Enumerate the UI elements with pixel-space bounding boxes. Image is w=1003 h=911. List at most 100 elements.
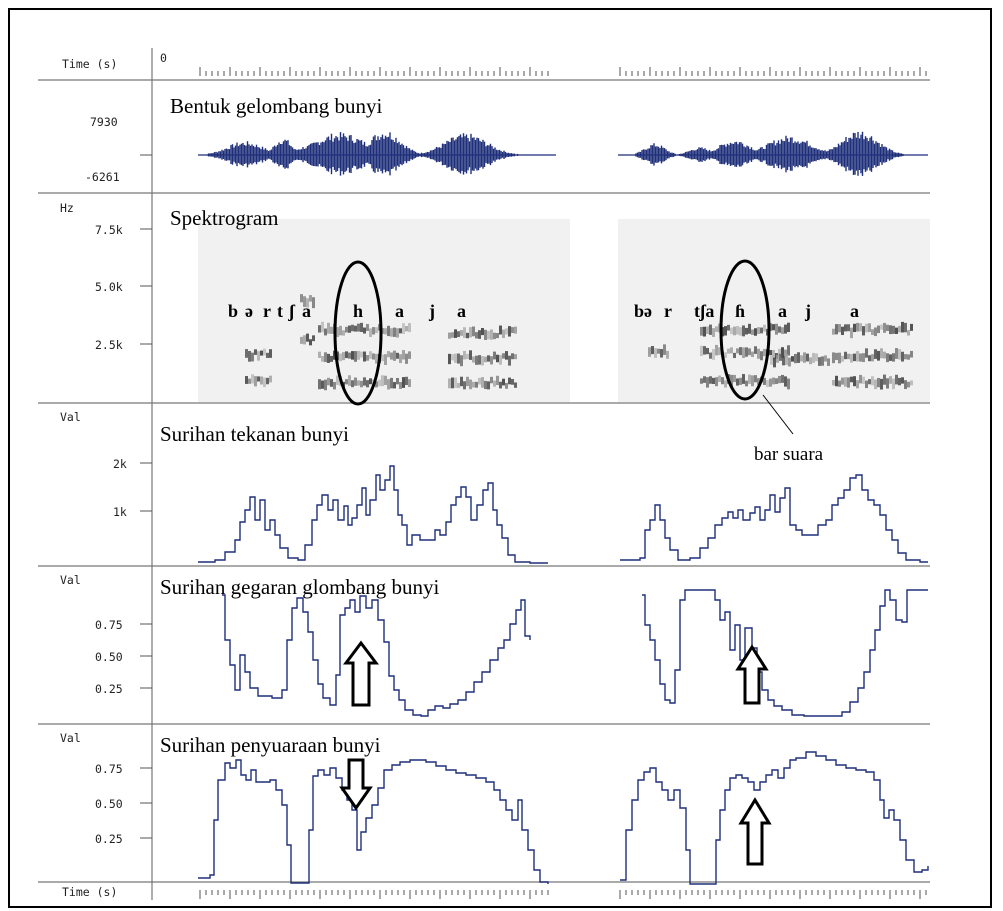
formant-cell bbox=[248, 350, 251, 362]
up-arrow-voicing-right bbox=[738, 797, 772, 866]
formant-cell bbox=[266, 377, 269, 385]
formant-cell bbox=[800, 355, 803, 362]
formant-cell bbox=[856, 380, 859, 389]
highlight-ellipse-left bbox=[333, 260, 383, 406]
formant-cell bbox=[760, 351, 763, 361]
formant-cell bbox=[757, 348, 760, 359]
formant-cell bbox=[339, 353, 342, 362]
formant-cell bbox=[871, 329, 874, 335]
formant-cell bbox=[496, 333, 499, 339]
formant-cell bbox=[493, 351, 496, 360]
formant-cell bbox=[853, 323, 856, 333]
phone-a: a bbox=[302, 301, 311, 321]
formant-cell bbox=[778, 348, 781, 356]
formant-cell bbox=[514, 326, 517, 334]
formant-cell bbox=[390, 328, 393, 337]
formant-cell bbox=[448, 378, 451, 389]
formant-cell bbox=[478, 355, 481, 365]
formant-cell bbox=[841, 326, 844, 336]
formant-cell bbox=[511, 353, 514, 360]
formant-cell bbox=[838, 380, 841, 387]
formant-cell bbox=[254, 349, 257, 355]
formant-cell bbox=[880, 324, 883, 330]
formant-cell bbox=[460, 376, 463, 387]
formant-cell bbox=[724, 380, 727, 388]
formant-cell bbox=[502, 353, 505, 359]
formant-cell bbox=[718, 323, 721, 333]
phone-j-right: j bbox=[804, 301, 811, 321]
formant-cell bbox=[505, 382, 508, 389]
formant-cell bbox=[850, 353, 853, 363]
formant-cell bbox=[399, 354, 402, 364]
formant-cell bbox=[266, 352, 269, 358]
figure-frame bbox=[8, 8, 992, 908]
formant-cell bbox=[859, 353, 862, 362]
val-label-vibration: Val bbox=[60, 573, 81, 587]
formant-cell bbox=[895, 348, 898, 359]
formant-cell bbox=[393, 382, 396, 389]
highlight-ellipse-right bbox=[719, 259, 771, 401]
pressure-trace-right bbox=[620, 474, 928, 563]
time-zero-label: 0 bbox=[160, 51, 167, 65]
formant-cell bbox=[827, 358, 830, 366]
formant-cell bbox=[775, 378, 778, 384]
phone-schwa: ə bbox=[245, 301, 253, 321]
formant-cell bbox=[776, 354, 779, 363]
formant-cell bbox=[880, 378, 883, 390]
formant-cell bbox=[448, 353, 451, 365]
spectro-tick-2500: 2.5k bbox=[95, 338, 123, 352]
phonetic-left: b ə r t ʃ a h a j a bbox=[228, 301, 466, 321]
formant-cell bbox=[381, 328, 384, 334]
formant-cell bbox=[493, 332, 496, 340]
formant-cell bbox=[260, 350, 263, 356]
voicing-tick-075: 0.75 bbox=[95, 762, 123, 776]
formant-cell bbox=[742, 374, 745, 384]
formant-cell bbox=[775, 323, 778, 335]
phone-r-right: r bbox=[664, 301, 672, 321]
down-arrow-left bbox=[339, 758, 373, 811]
formant-cell bbox=[778, 326, 781, 333]
formant-cell bbox=[901, 351, 904, 362]
formant-cell bbox=[505, 328, 508, 335]
formant-cell bbox=[791, 356, 794, 362]
formant-cell bbox=[889, 376, 892, 384]
formant-cell bbox=[868, 355, 871, 362]
formant-cell bbox=[782, 356, 785, 366]
formant-cell bbox=[457, 382, 460, 389]
hz-label: Hz bbox=[60, 201, 74, 215]
up-arrow-right bbox=[735, 644, 769, 705]
formant-cell bbox=[357, 350, 360, 360]
formant-cell bbox=[841, 377, 844, 385]
formant-cell bbox=[754, 375, 757, 383]
formant-cell bbox=[348, 352, 351, 359]
formant-cell bbox=[742, 325, 745, 337]
phone-a-right: a bbox=[778, 301, 787, 321]
formant-cell bbox=[300, 294, 303, 303]
phone-be: bə bbox=[634, 301, 652, 321]
phone-a2: a bbox=[395, 301, 404, 321]
phone-esh: ʃ bbox=[288, 301, 296, 321]
formant-cell bbox=[787, 378, 790, 390]
formant-cell bbox=[736, 348, 739, 354]
formant-cell bbox=[514, 382, 517, 388]
time-label-top: Time (s) bbox=[62, 57, 117, 71]
formant-cell bbox=[372, 353, 375, 360]
voicing-tick-050: 0.50 bbox=[95, 797, 123, 811]
formant-cell bbox=[700, 326, 703, 336]
formant-cell bbox=[889, 354, 892, 361]
formant-cell bbox=[321, 321, 324, 333]
formant-cell bbox=[850, 376, 853, 383]
formant-cell bbox=[901, 377, 904, 384]
val-label-pressure: Val bbox=[60, 410, 81, 424]
formant-cell bbox=[312, 297, 315, 309]
formant-cell bbox=[309, 295, 312, 302]
formant-cell bbox=[904, 354, 907, 360]
formant-cell bbox=[514, 354, 517, 360]
formant-cell bbox=[886, 378, 889, 389]
vibration-trace-right bbox=[642, 589, 928, 717]
vibration-trace-left bbox=[222, 594, 531, 717]
formant-cell bbox=[730, 347, 733, 354]
formant-cell bbox=[324, 328, 327, 336]
formant-cell bbox=[712, 349, 715, 360]
